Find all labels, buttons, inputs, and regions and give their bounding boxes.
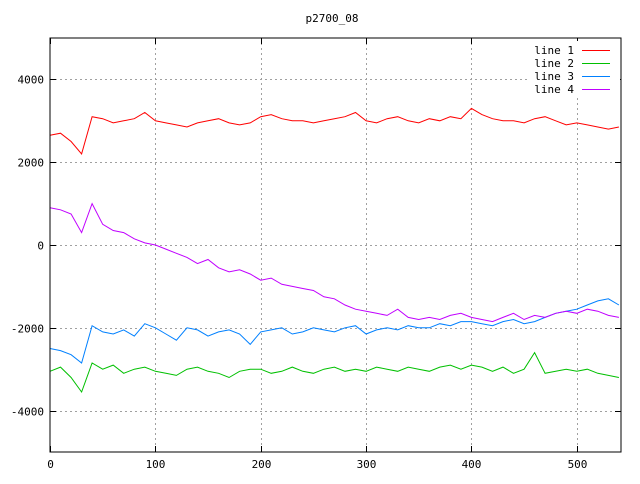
legend-label: line 3 xyxy=(534,70,574,83)
series-line-2 xyxy=(49,351,619,394)
legend-label: line 4 xyxy=(534,83,574,96)
axis-ticks: 0 100 200 300 400 500 -4000 -2000 0 2000 4000 xyxy=(11,38,621,471)
legend-label: line 1 xyxy=(534,44,574,57)
series-lines xyxy=(49,107,620,394)
x-tick-label: 200 xyxy=(252,458,272,471)
x-tick-label: 400 xyxy=(462,458,482,471)
x-tick-label: 100 xyxy=(146,458,166,471)
y-tick-label: 0 xyxy=(37,240,44,253)
chart-title: p2700_08 xyxy=(306,12,359,25)
y-tick-label: 2000 xyxy=(18,157,45,170)
series-line-4 xyxy=(49,202,619,323)
x-tick-label: 0 xyxy=(47,458,54,471)
grid xyxy=(50,38,621,452)
series-line-1 xyxy=(49,107,619,155)
y-tick-label: -2000 xyxy=(11,323,44,336)
plot-frame xyxy=(49,37,622,453)
series-line-3 xyxy=(49,298,620,364)
x-tick-label: 500 xyxy=(568,458,588,471)
y-tick-label: -4000 xyxy=(11,406,44,419)
y-tick-label: 4000 xyxy=(18,74,45,87)
x-tick-label: 300 xyxy=(357,458,377,471)
legend-label: line 2 xyxy=(534,57,574,70)
